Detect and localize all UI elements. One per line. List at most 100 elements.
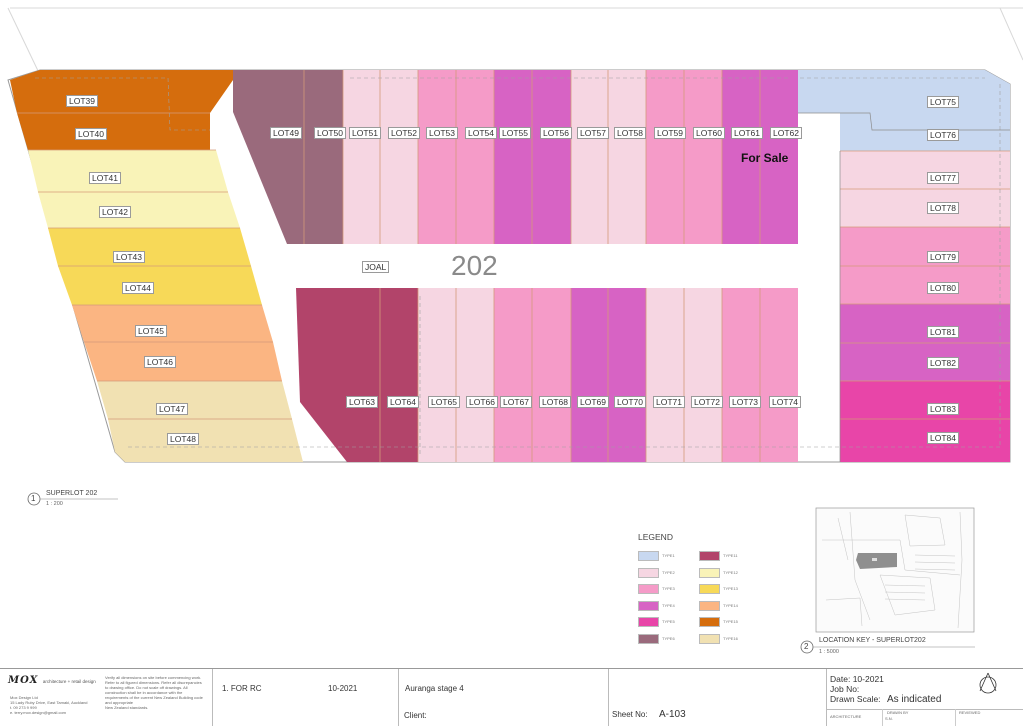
legend-swatch <box>638 551 659 561</box>
lot-label: LOT74 <box>769 396 801 408</box>
lot-label: LOT66 <box>466 396 498 408</box>
for-sale-label: For Sale <box>741 151 789 165</box>
lot-50-shape <box>304 70 343 244</box>
view-number-1: 1 <box>31 494 36 503</box>
client-label: Client: <box>404 711 427 720</box>
lot-label: LOT78 <box>927 202 959 214</box>
legend-title: LEGEND <box>638 532 673 542</box>
lot-43-shape <box>48 228 251 266</box>
lot-73-shape <box>722 288 760 462</box>
site-plan <box>7 7 1023 654</box>
lot-label: LOT58 <box>614 127 646 139</box>
lot-label: LOT71 <box>653 396 685 408</box>
lot-label: LOT75 <box>927 96 959 108</box>
lot-52-shape <box>380 70 418 244</box>
lot-label: LOT65 <box>428 396 460 408</box>
legend-swatch <box>699 633 720 644</box>
lot-label: LOT83 <box>927 403 959 415</box>
north-arrow-icon <box>975 672 1001 699</box>
lot-63-shape <box>296 288 380 462</box>
lot-58-shape <box>608 70 646 244</box>
firm-cell: MOX architecture + retail design Mox Des… <box>0 669 100 726</box>
legend-swatch <box>699 567 720 578</box>
legend-type-label: TYPE2 <box>662 569 675 575</box>
lot-76-shape <box>840 113 1010 151</box>
lot-80-shape <box>840 266 1010 304</box>
lot-label: LOT64 <box>387 396 419 408</box>
view-number-2: 2 <box>804 642 809 651</box>
lot-label: LOT61 <box>731 127 763 139</box>
lot-label: LOT45 <box>135 325 167 337</box>
legend: LEGEND TYPE1 TYPE2 TYPE3 TYPE4 TYPE5 TYPE6 TYP… <box>637 532 767 648</box>
legend-type-label: TYPE4 <box>662 602 675 608</box>
legend-swatch <box>638 633 659 644</box>
firm-logo: MOX architecture + retail design <box>8 675 96 686</box>
lot-51-shape <box>343 70 380 244</box>
legend-swatch <box>699 584 720 594</box>
lot-60-shape <box>684 70 722 244</box>
lot-46-shape <box>84 342 282 381</box>
lot-label: LOT41 <box>89 172 121 184</box>
lot-label: LOT60 <box>693 127 725 139</box>
general-notes: Verify all dimensions on site before com… <box>105 675 203 710</box>
revision-cell: 1. FOR RC 10-2021 <box>212 669 399 726</box>
lot-48-shape <box>108 419 303 462</box>
lot-label: LOT81 <box>927 326 959 338</box>
superlot-number: 202 <box>451 250 498 281</box>
lot-label: LOT53 <box>426 127 458 139</box>
lot-64-shape <box>380 288 418 462</box>
lot-61-shape <box>722 70 760 244</box>
lot-54-shape <box>456 70 494 244</box>
legend-swatch <box>638 584 659 594</box>
view-scale-1: 1 : 200 <box>46 501 63 507</box>
sheet-label: Sheet No: <box>612 710 648 719</box>
lot-44-shape <box>58 266 262 305</box>
legend-swatch <box>699 617 720 627</box>
scale-row: Drawn Scale: As indicated <box>830 694 942 705</box>
lot-40-shape <box>17 113 210 150</box>
location-key-map <box>815 507 975 633</box>
lot-69-shape <box>571 288 608 462</box>
lot-79-shape <box>840 227 1010 266</box>
lot-label: LOT52 <box>388 127 420 139</box>
lot-66-shape <box>456 288 494 462</box>
reviewed-label: REVIEWED <box>959 710 981 715</box>
firm-address: Mox Design Ltd 15 Lady Ruby Drive, East … <box>10 695 88 715</box>
lot-77-shape <box>840 151 1010 189</box>
lot-label: LOT43 <box>113 251 145 263</box>
lot-label: LOT82 <box>927 357 959 369</box>
lot-39-shape <box>10 70 240 113</box>
view-title-1: SUPERLOT 202 <box>46 490 98 497</box>
lot-47-shape <box>97 381 292 419</box>
revision-text: 1. FOR RC <box>222 684 262 693</box>
lot-label: LOT46 <box>144 356 176 368</box>
lot-label: LOT72 <box>691 396 723 408</box>
legend-swatch <box>638 600 659 611</box>
sheet-cell: Sheet No: A-103 <box>608 669 827 726</box>
lot-label: LOT59 <box>654 127 686 139</box>
legend-swatch <box>638 617 659 627</box>
lot-boundaries <box>17 70 1010 462</box>
lot-81-shape <box>840 304 1010 343</box>
lot-41-shape <box>28 150 228 192</box>
info-cell: Date: 10-2021 Job No: Drawn Scale: As in… <box>826 669 1023 726</box>
lot-label: LOT80 <box>927 282 959 294</box>
lot-label: LOT49 <box>270 127 302 139</box>
lot-label: LOT51 <box>349 127 381 139</box>
lot-70-shape <box>608 288 646 462</box>
lot-label: LOT40 <box>75 128 107 140</box>
notes-cell: Verify all dimensions on site before com… <box>100 669 212 726</box>
lot-67-shape <box>494 288 532 462</box>
legend-type-label: TYPE6 <box>662 635 675 641</box>
lot-label: LOT44 <box>122 282 154 294</box>
lot-label: LOT57 <box>577 127 609 139</box>
lot-label: LOT76 <box>927 129 959 141</box>
lot-label: LOT77 <box>927 172 959 184</box>
title-block: MOX architecture + retail design Mox Des… <box>0 668 1023 726</box>
legend-type-label: TYPE14 <box>723 602 738 608</box>
lot-42-shape <box>38 192 240 228</box>
lot-84-shape <box>840 419 1010 462</box>
legend-swatch <box>699 551 720 561</box>
lot-71-shape <box>646 288 684 462</box>
lot-label: LOT55 <box>499 127 531 139</box>
